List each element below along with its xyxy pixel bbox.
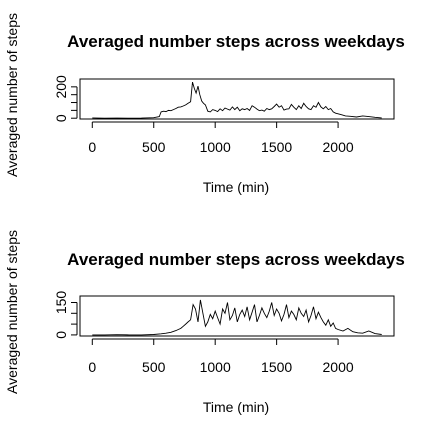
y-tick-label: 150 <box>53 291 69 315</box>
x-axis-label: Time (min) <box>203 399 269 415</box>
x-tick-label: 500 <box>142 359 166 375</box>
x-tick-label: 2000 <box>323 359 354 375</box>
x-axis: 0 500 1000 1500 2000 <box>88 121 354 155</box>
x-tick-label: 2000 <box>323 139 354 155</box>
y-tick-label: 0 <box>53 331 69 339</box>
x-axis-label: Time (min) <box>203 179 269 195</box>
x-tick-label: 1500 <box>261 359 292 375</box>
chart-panel-2: Averaged number steps across weekdays 0 5… <box>4 230 405 415</box>
x-tick-label: 1000 <box>200 139 231 155</box>
x-tick-label: 0 <box>88 139 96 155</box>
chart-title: Averaged number steps across weekdays <box>67 32 405 51</box>
plot-box <box>79 295 395 337</box>
chart-title: Averaged number steps across weekdays <box>67 250 405 269</box>
series-line <box>92 299 382 336</box>
y-tick-label: 200 <box>53 75 69 99</box>
y-axis-label: Averaged number of steps <box>4 230 20 394</box>
x-tick-label: 1000 <box>200 359 231 375</box>
y-axis-label: Averaged number of steps <box>4 13 20 177</box>
x-tick-label: 0 <box>88 359 96 375</box>
y-tick-label: 0 <box>53 114 69 122</box>
series-line <box>92 81 382 119</box>
y-axis: 0 200 <box>53 75 78 122</box>
chart-panel-1: Averaged number steps across weekdays 0 5… <box>4 13 405 195</box>
x-tick-label: 1500 <box>261 139 292 155</box>
plot-box <box>79 78 395 120</box>
y-axis: 0 150 <box>53 291 78 339</box>
x-tick-label: 500 <box>142 139 166 155</box>
x-axis: 0 500 1000 1500 2000 <box>88 338 354 375</box>
